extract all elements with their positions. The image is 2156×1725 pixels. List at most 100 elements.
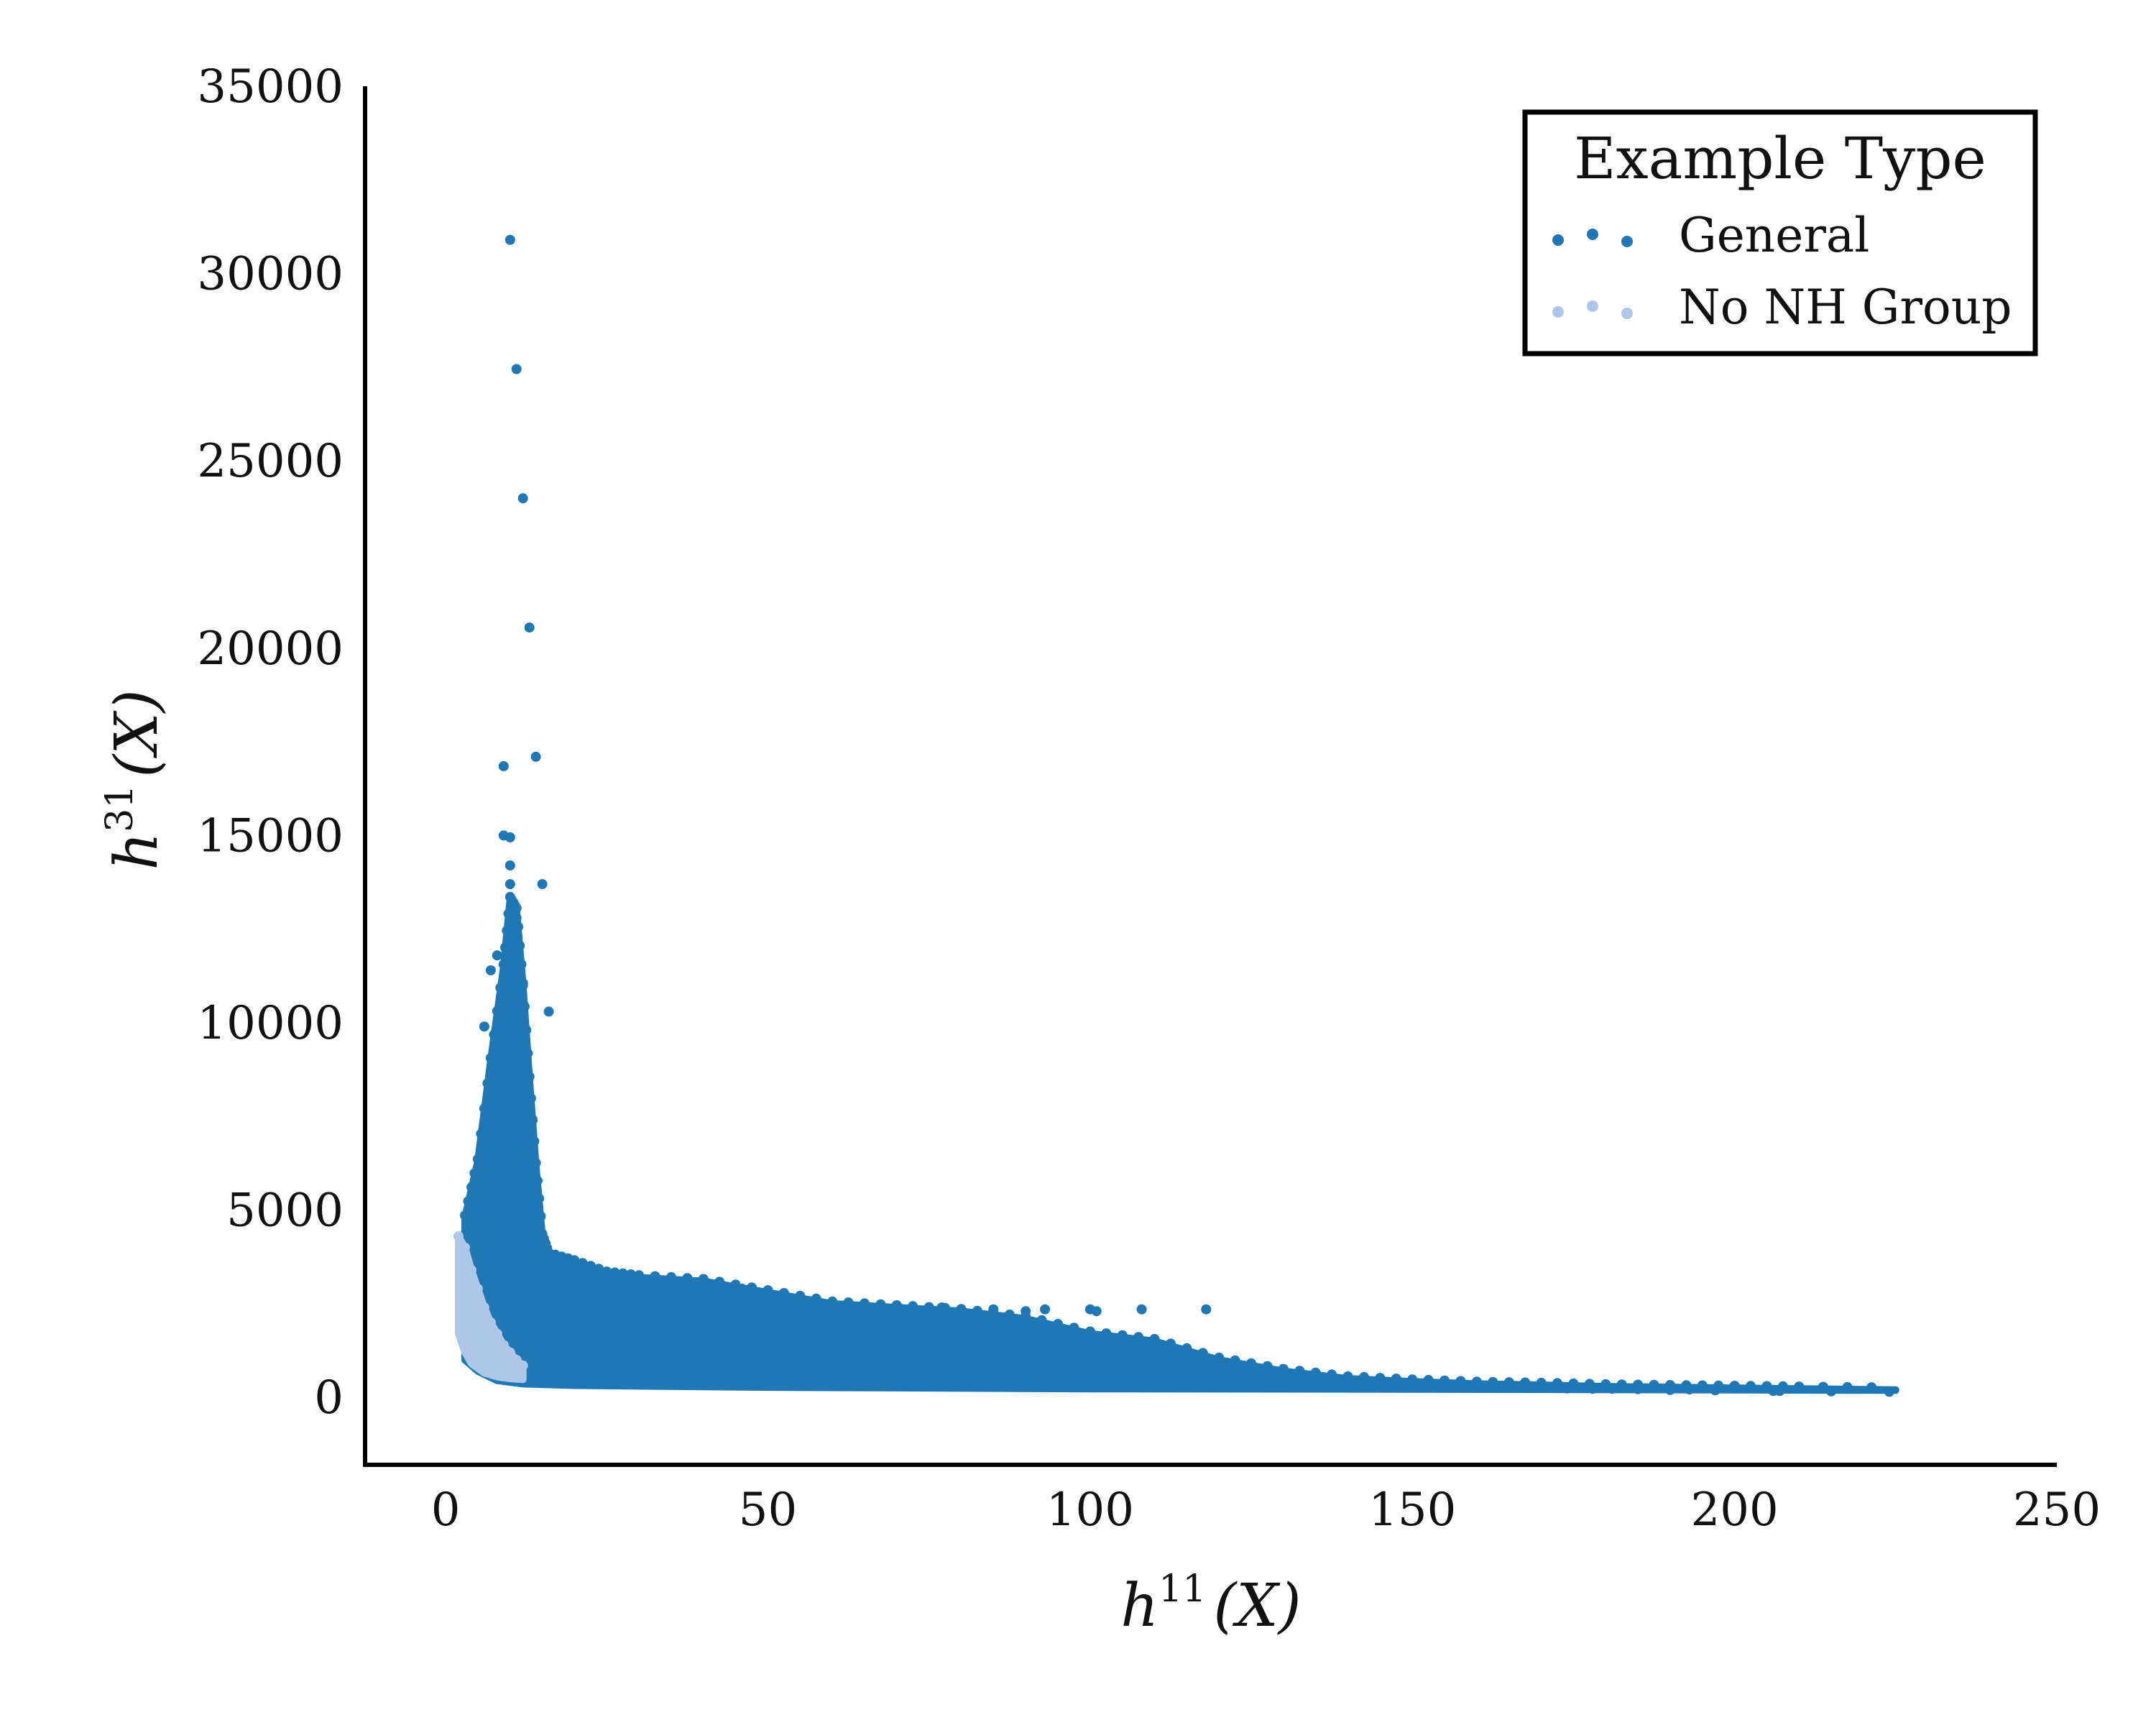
general-point <box>505 860 515 871</box>
no-nh-group-point <box>517 1360 528 1371</box>
general-point <box>466 1182 476 1192</box>
general-point <box>763 1285 773 1296</box>
general-point <box>469 1168 480 1179</box>
general-point <box>482 1078 493 1089</box>
general-point <box>1761 1381 1772 1392</box>
y-tick-label: 25000 <box>197 435 344 488</box>
x-tick-label: 50 <box>739 1484 797 1537</box>
general-point <box>460 1210 470 1220</box>
legend-marker-no-nh-group <box>1587 300 1598 312</box>
general-point <box>1584 1379 1595 1389</box>
no-nh-group-point <box>498 1340 509 1351</box>
general-point <box>498 959 509 970</box>
no-nh-group-point <box>453 1231 464 1242</box>
general-point <box>463 1196 474 1207</box>
general-point <box>1294 1366 1305 1376</box>
general-point <box>500 942 510 953</box>
general-point <box>1201 1304 1212 1315</box>
general-point <box>511 913 522 924</box>
general-point <box>522 1048 533 1059</box>
general-point <box>505 832 515 842</box>
no-nh-group-point <box>466 1265 476 1275</box>
general-point <box>472 1154 483 1164</box>
general-point <box>1633 1379 1644 1390</box>
general-point <box>1616 1379 1627 1390</box>
general-point <box>569 1255 580 1266</box>
general-point <box>940 1302 951 1313</box>
legend-marker-general <box>1552 234 1564 246</box>
general-point <box>513 921 523 932</box>
x-axis-label-argument: (X) <box>1213 1572 1301 1640</box>
general-point <box>479 1103 489 1114</box>
general-point <box>1136 1304 1147 1315</box>
general-point <box>1697 1380 1708 1391</box>
x-tick-label: 0 <box>431 1484 461 1537</box>
general-point <box>891 1300 902 1310</box>
general-point <box>502 925 512 936</box>
x-axis-label-superscript: 11 <box>1158 1568 1206 1611</box>
general-point <box>1342 1371 1353 1381</box>
general-point <box>1713 1380 1724 1391</box>
general-point <box>1069 1322 1079 1333</box>
general-point <box>1777 1381 1788 1392</box>
legend-title: Example Type <box>1574 125 1986 192</box>
general-point <box>1818 1381 1828 1392</box>
no-nh-group-point <box>492 1328 502 1339</box>
general-point <box>492 1006 502 1016</box>
general-point <box>1310 1367 1321 1378</box>
general-point <box>1117 1330 1128 1340</box>
general-point <box>1729 1381 1740 1391</box>
general-point <box>534 1193 545 1204</box>
general-point <box>530 751 541 762</box>
y-tick-label: 35000 <box>197 60 344 114</box>
y-axis-label: h31 (X) <box>98 689 171 870</box>
general-point <box>1230 1355 1240 1366</box>
x-tick-label: 150 <box>1368 1484 1456 1537</box>
general-point <box>956 1304 967 1315</box>
legend-marker-general <box>1621 236 1633 247</box>
x-tick-label: 250 <box>2013 1484 2101 1537</box>
general-point <box>1375 1373 1386 1384</box>
general-point <box>1391 1374 1401 1384</box>
general-point <box>827 1296 838 1307</box>
general-point <box>634 1270 645 1281</box>
no-nh-group-point <box>472 1284 483 1294</box>
general-point <box>1488 1376 1498 1387</box>
general-point <box>485 965 496 975</box>
general-point <box>1053 1319 1063 1329</box>
plot-area <box>453 234 1899 1397</box>
general-point <box>503 908 514 919</box>
general-point <box>1842 1381 1853 1392</box>
general-point <box>525 1093 536 1103</box>
general-point <box>1101 1328 1112 1339</box>
general-point <box>1600 1379 1611 1389</box>
general-point <box>1884 1386 1894 1397</box>
general-point <box>530 1157 541 1168</box>
general-point <box>1166 1338 1176 1349</box>
general-point <box>682 1273 693 1284</box>
general-point <box>666 1271 676 1282</box>
legend-label-no-nh-group: No NH Group <box>1679 280 2012 335</box>
no-nh-group-point <box>485 1317 496 1328</box>
general-point <box>529 1136 540 1146</box>
general-point <box>1536 1377 1547 1388</box>
general-point <box>1552 1378 1562 1389</box>
general-point <box>511 903 522 914</box>
general-point <box>1681 1380 1692 1391</box>
general-point <box>1826 1386 1837 1397</box>
general-point <box>1084 1326 1095 1337</box>
y-axis-label-base: h <box>103 832 171 870</box>
general-point <box>1040 1304 1051 1315</box>
x-tick-labels: 0 50 100 150 200 250 <box>431 1484 2101 1537</box>
general-point <box>1746 1381 1756 1392</box>
x-axis-label-base: h <box>1120 1572 1158 1640</box>
general-point <box>843 1297 854 1308</box>
general-point <box>1649 1379 1659 1390</box>
general-point <box>543 1006 554 1017</box>
general-point <box>1036 1315 1047 1325</box>
x-axis-label: h11 (X) <box>1120 1568 1301 1640</box>
legend-marker-no-nh-group <box>1621 308 1633 319</box>
general-point <box>609 1267 620 1278</box>
y-axis-label-argument: (X) <box>103 689 171 777</box>
